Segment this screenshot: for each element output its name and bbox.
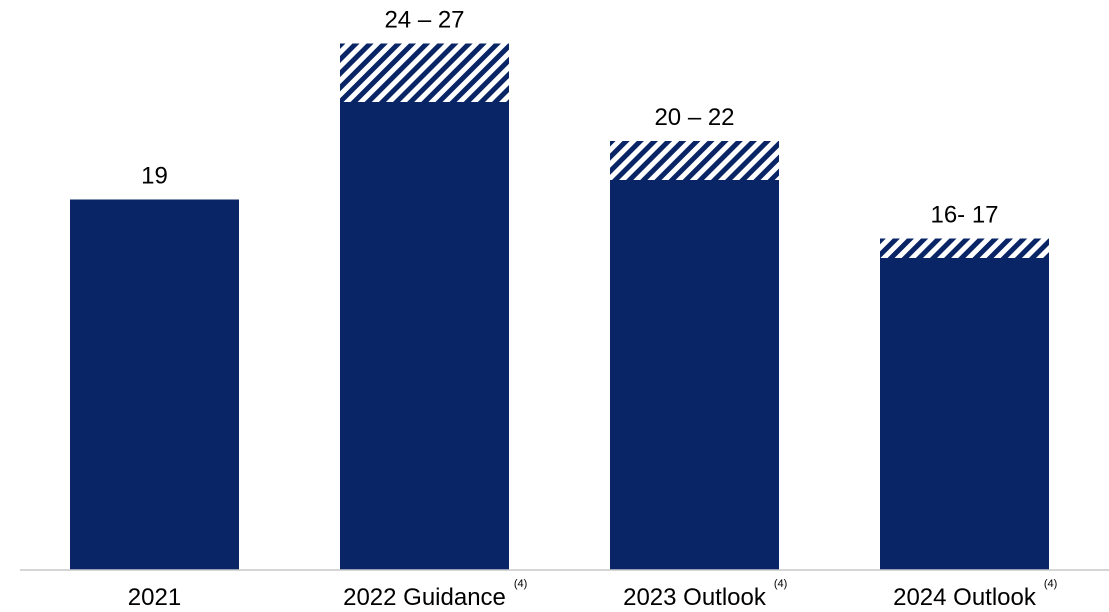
category-label: 2024 Outlook <box>893 584 1037 611</box>
bar-2023-outlook <box>610 180 779 570</box>
footnote-marker: (4) <box>1044 578 1057 590</box>
data-label: 19 <box>141 163 168 190</box>
bar-2022-guidance <box>340 102 509 570</box>
bar-2021 <box>70 199 239 570</box>
bar-range-2022-guidance <box>340 43 509 102</box>
footnote-marker: (4) <box>774 578 787 590</box>
data-label: 16- 17 <box>930 202 998 229</box>
category-label: 2023 Outlook <box>623 584 767 611</box>
bar-range-2024-outlook <box>880 238 1049 258</box>
labels-layer: 19 2021 24 – 27 2022 Guidance (4) 20 – 22 2023… <box>128 7 1058 612</box>
bar-range-2023-outlook <box>610 141 779 180</box>
category-label: 2022 Guidance <box>343 584 506 611</box>
bars-layer <box>70 43 1049 570</box>
data-label: 24 – 27 <box>384 7 464 34</box>
footnote-marker: (4) <box>514 578 527 590</box>
data-label: 20 – 22 <box>654 104 734 131</box>
category-label: 2021 <box>128 584 181 611</box>
bar-2024-outlook <box>880 258 1049 570</box>
